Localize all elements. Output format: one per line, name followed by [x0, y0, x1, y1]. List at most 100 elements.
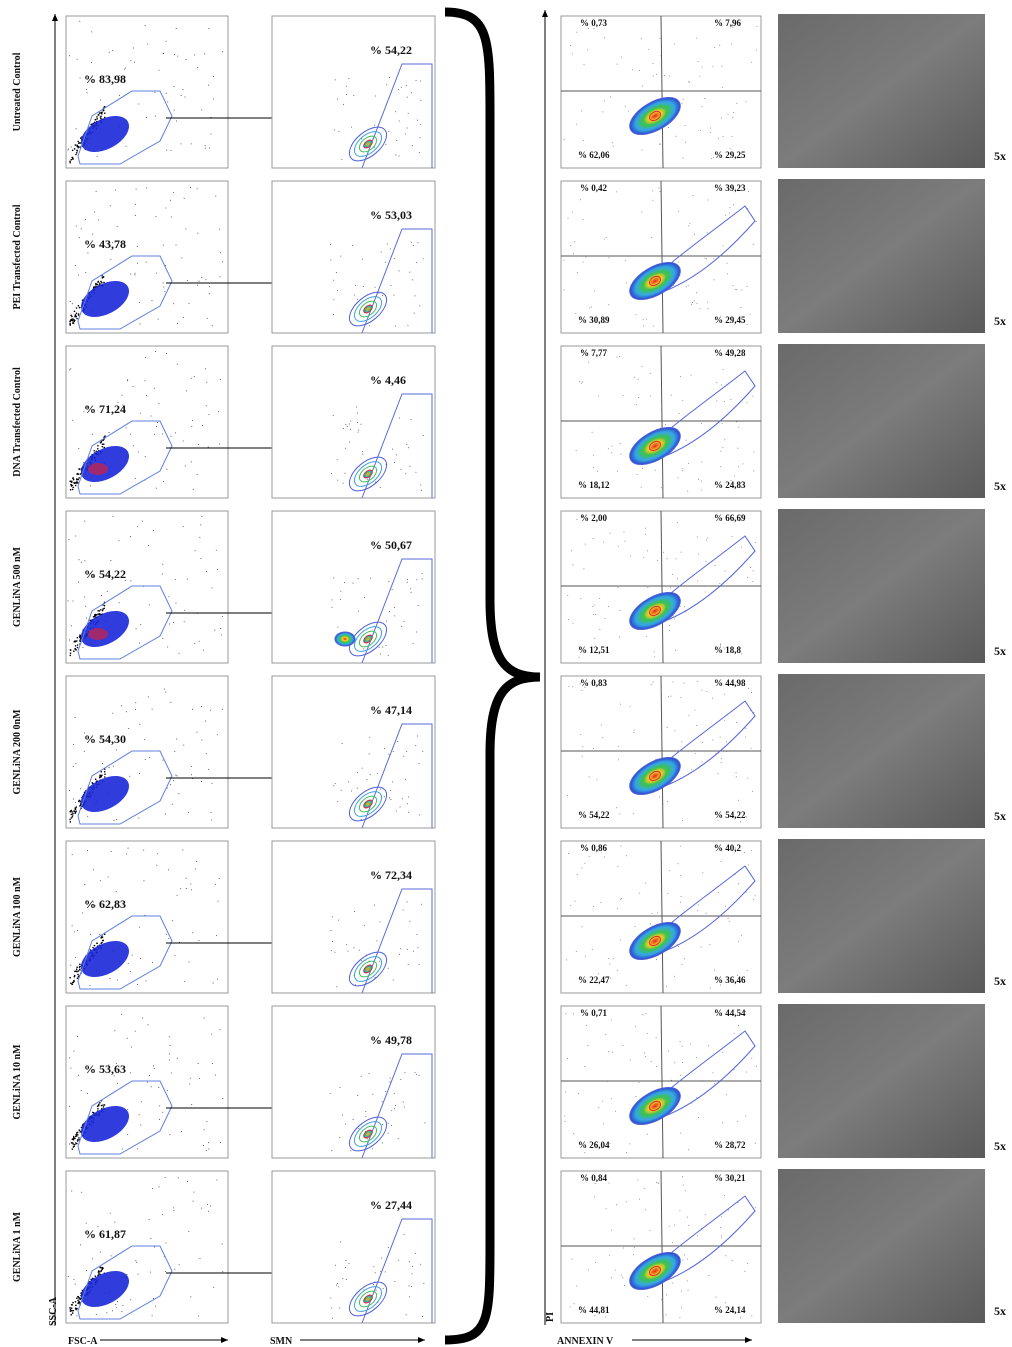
dot — [570, 905, 571, 906]
dot — [667, 801, 668, 802]
dot — [76, 152, 78, 154]
dot — [572, 53, 573, 54]
dot — [664, 75, 665, 76]
dot — [162, 638, 163, 639]
dot — [594, 28, 595, 29]
dot — [609, 1143, 610, 1144]
dot — [337, 801, 338, 802]
dot — [751, 1315, 752, 1316]
cell-cluster-core — [88, 628, 108, 640]
dot — [70, 1068, 71, 1069]
dot — [77, 146, 79, 148]
dot — [701, 490, 702, 491]
dot — [592, 606, 593, 607]
dot — [394, 1093, 395, 1094]
dot — [73, 1279, 74, 1280]
dot — [220, 252, 221, 253]
dot — [706, 258, 707, 259]
dot — [220, 1142, 221, 1143]
dot — [194, 54, 195, 55]
dot — [199, 281, 200, 282]
smn-plot — [272, 1171, 435, 1323]
dot — [638, 379, 639, 380]
dot — [70, 484, 72, 486]
dot — [392, 449, 393, 450]
magnification: 5x — [994, 974, 1006, 988]
dot — [333, 415, 334, 416]
dot — [216, 935, 217, 936]
dot — [173, 192, 174, 193]
dot — [376, 940, 377, 941]
dot — [76, 313, 78, 315]
dot — [645, 883, 646, 884]
dot — [583, 219, 584, 220]
dot — [70, 649, 72, 651]
dot — [104, 773, 106, 775]
dot — [191, 461, 192, 462]
dot — [340, 1241, 341, 1242]
dot — [632, 69, 633, 70]
dot — [665, 1314, 666, 1315]
dot — [342, 1278, 343, 1279]
dot — [752, 581, 753, 582]
dot — [197, 285, 198, 286]
dot — [608, 448, 609, 449]
dot — [573, 1133, 574, 1134]
dot — [411, 92, 412, 93]
dot — [206, 571, 207, 572]
dot — [103, 110, 105, 112]
dot — [629, 1143, 630, 1144]
dot — [191, 889, 192, 890]
dot — [79, 963, 81, 965]
dot — [657, 560, 658, 561]
dot — [708, 308, 709, 309]
dot — [376, 1290, 377, 1291]
dot — [208, 85, 209, 86]
dot — [650, 395, 651, 396]
dot — [71, 811, 73, 813]
gate-percent: % 62,83 — [84, 897, 126, 911]
dot — [748, 191, 749, 192]
dot — [418, 605, 419, 606]
dot — [653, 63, 654, 64]
dot — [646, 636, 647, 637]
dot — [690, 1044, 691, 1045]
dot — [656, 1182, 657, 1183]
dot — [626, 282, 627, 283]
dot — [670, 587, 671, 588]
dot — [622, 1277, 623, 1278]
dot — [99, 777, 101, 779]
dot — [408, 964, 409, 965]
dot — [681, 103, 682, 104]
dot — [199, 940, 200, 941]
dot — [396, 811, 397, 812]
dot — [103, 443, 105, 445]
dot — [417, 947, 418, 948]
dot — [72, 150, 74, 152]
dot — [73, 980, 75, 982]
dot — [79, 468, 81, 470]
dot — [630, 1059, 631, 1060]
dot — [128, 848, 129, 849]
dot — [362, 768, 363, 769]
dot — [363, 648, 364, 649]
dot — [75, 1142, 77, 1144]
dot — [583, 262, 584, 263]
dot — [220, 379, 221, 380]
dot — [650, 923, 651, 924]
dot — [185, 59, 186, 60]
dot — [705, 561, 706, 562]
dot — [69, 161, 71, 163]
dot — [194, 376, 195, 377]
dot — [748, 864, 749, 865]
dot — [186, 390, 187, 391]
dot — [84, 884, 85, 885]
dot — [364, 597, 365, 598]
dot — [595, 1183, 596, 1184]
dot — [594, 290, 595, 291]
dot — [656, 1037, 657, 1038]
dot — [333, 280, 334, 281]
dot — [686, 286, 687, 287]
dot — [361, 960, 362, 961]
dot — [162, 574, 163, 575]
